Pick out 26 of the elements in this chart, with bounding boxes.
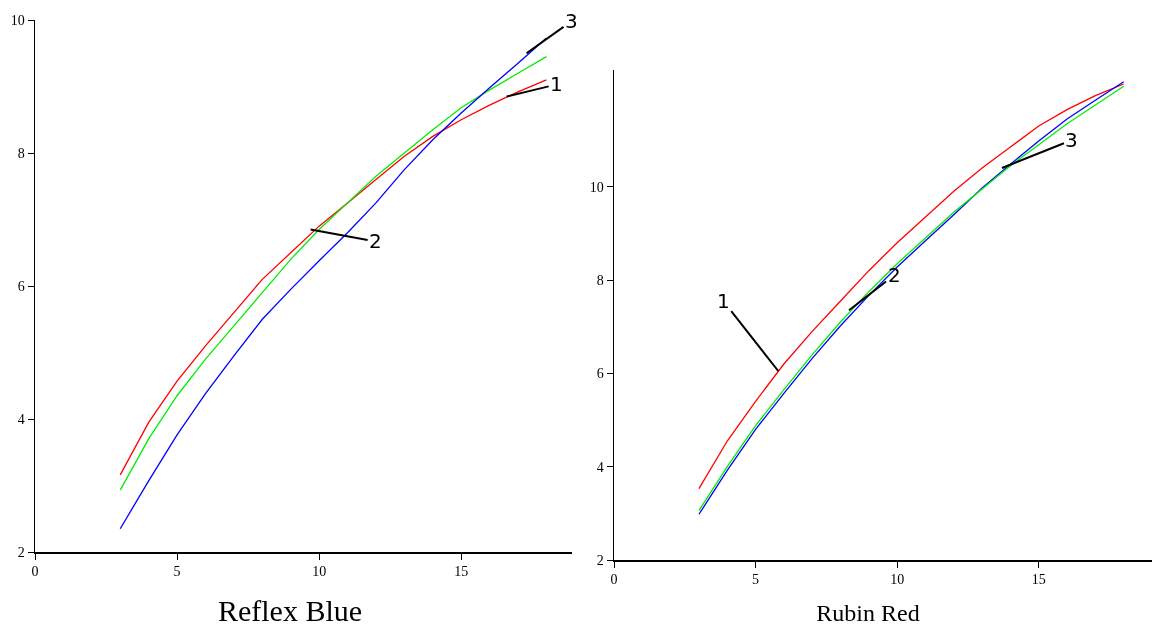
y-tick-label: 10 bbox=[10, 12, 25, 28]
annotation: 2 bbox=[369, 229, 382, 253]
annotation: 1 bbox=[550, 72, 563, 96]
x-tick-label: 5 bbox=[173, 564, 181, 580]
x-tick-label: 10 bbox=[312, 564, 327, 580]
x-tick-label: 15 bbox=[1031, 572, 1046, 588]
y-tick-label: 4 bbox=[17, 411, 25, 427]
annotation: 3 bbox=[565, 9, 578, 33]
x-tick-label: 5 bbox=[752, 572, 760, 588]
x-tick-label: 10 bbox=[890, 572, 905, 588]
y-tick-label: 2 bbox=[17, 544, 25, 560]
x-tick-label: 0 bbox=[610, 572, 618, 588]
y-tick-label: 2 bbox=[596, 552, 604, 568]
x-tick-label: 15 bbox=[454, 564, 469, 580]
y-tick-label: 10 bbox=[589, 179, 604, 195]
annotation: 2 bbox=[888, 263, 901, 287]
text: Rubin Red bbox=[816, 599, 920, 626]
annotation: 3 bbox=[1065, 128, 1078, 152]
text: Reflex Blue bbox=[217, 593, 363, 627]
y-tick-label: 8 bbox=[596, 272, 604, 288]
x-tick-label: 0 bbox=[31, 564, 39, 580]
y-tick-label: 4 bbox=[596, 459, 604, 475]
y-tick-label: 8 bbox=[17, 145, 25, 161]
annotation: 1 bbox=[717, 289, 730, 313]
y-tick-label: 6 bbox=[596, 366, 604, 382]
y-tick-label: 6 bbox=[17, 278, 25, 294]
